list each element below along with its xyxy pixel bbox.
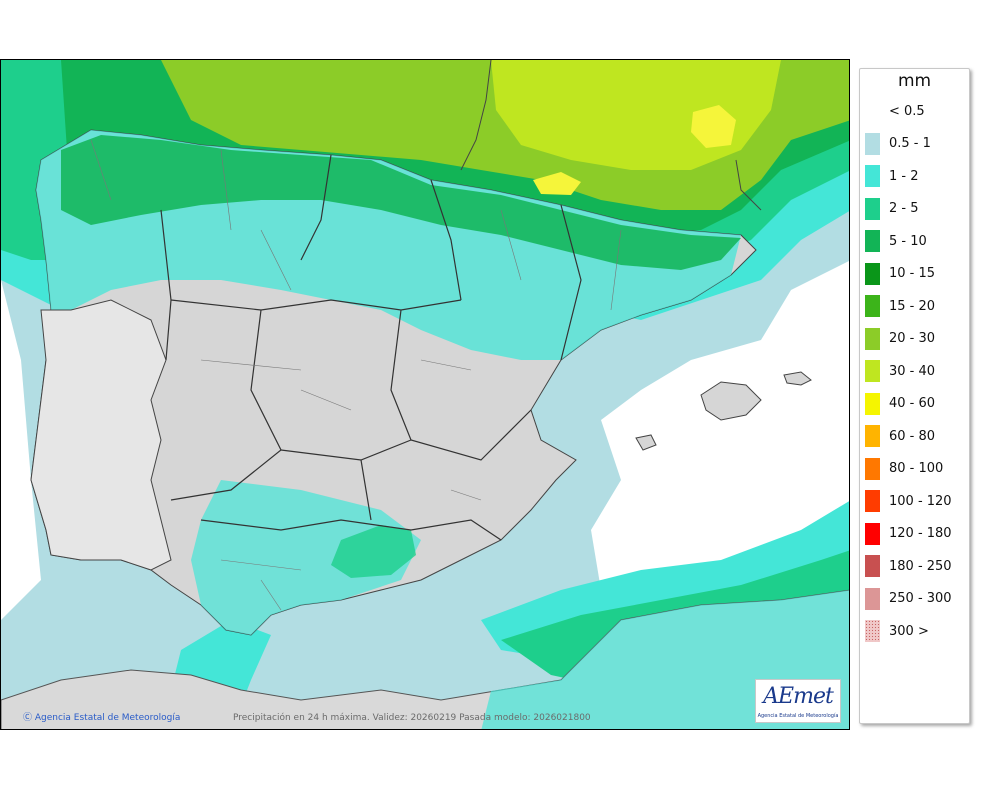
legend-item: 30 - 40: [860, 355, 969, 388]
legend-swatch: [865, 230, 880, 253]
legend-label: 120 - 180: [889, 526, 952, 542]
legend-item: 10 - 15: [860, 258, 969, 291]
legend-item: 5 - 10: [860, 225, 969, 258]
legend-swatch: [865, 165, 880, 188]
legend-item: 15 - 20: [860, 290, 969, 323]
legend-label: 2 - 5: [889, 201, 919, 217]
legend-label: 180 - 250: [889, 558, 952, 574]
legend-unit: mm: [897, 71, 932, 91]
legend-item: 40 - 60: [860, 388, 969, 421]
legend-item: 250 - 300: [860, 583, 969, 616]
forecast-info-text: Precipitación en 24 h máxima. Validez: 2…: [233, 713, 591, 723]
legend-label: 0.5 - 1: [889, 136, 931, 152]
legend-swatch: [865, 100, 880, 122]
legend-item: 100 - 120: [860, 485, 969, 518]
legend-swatch: [865, 327, 880, 350]
land-precip-granada: [331, 525, 416, 578]
legend-swatch: [865, 132, 880, 155]
legend-label: 100 - 120: [889, 493, 952, 509]
legend-item: 2 - 5: [860, 193, 969, 226]
ibiza: [635, 434, 657, 451]
legend-label: 60 - 80: [889, 428, 936, 444]
legend-label: 30 - 40: [889, 363, 936, 379]
precip-area-40-60-b: [533, 172, 581, 195]
copyright-icon: Ⓒ: [23, 713, 35, 723]
legend-label: 10 - 15: [889, 266, 936, 282]
precipitation-legend: mm < 0.5 0.5 - 1 1 - 2 2 - 5 5 - 10 10 - 15 15…: [859, 68, 970, 724]
legend-swatch: [865, 555, 880, 578]
legend-swatch: [865, 620, 880, 643]
legend-label: 250 - 300: [889, 591, 952, 607]
legend-label: 40 - 60: [889, 396, 936, 412]
legend-item: 0.5 - 1: [860, 128, 969, 161]
legend-swatch: [865, 522, 880, 545]
legend-list: < 0.5 0.5 - 1 1 - 2 2 - 5 5 - 10 10 - 15 15 - …: [860, 95, 969, 648]
legend-item: 300 >: [860, 615, 969, 648]
legend-swatch: [865, 360, 880, 383]
land-precip-central: [191, 480, 421, 635]
legend-item: 1 - 2: [860, 160, 969, 193]
legend-label: 20 - 30: [889, 331, 936, 347]
legend-item: 120 - 180: [860, 518, 969, 551]
legend-item: 20 - 30: [860, 323, 969, 356]
legend-item: < 0.5: [860, 95, 969, 128]
legend-swatch: [865, 295, 880, 318]
legend-swatch: [865, 425, 880, 448]
legend-label: 80 - 100: [889, 461, 944, 477]
legend-swatch: [865, 490, 880, 513]
menorca: [783, 371, 812, 386]
portugal: [30, 299, 172, 571]
precip-area-40-60-a: [691, 105, 736, 148]
mallorca: [700, 381, 762, 421]
legend-item: 180 - 250: [860, 550, 969, 583]
land-precip-green-band: [61, 135, 741, 270]
region-borders: [160, 154, 582, 541]
legend-swatch: [865, 262, 880, 285]
legend-label: 1 - 2: [889, 168, 919, 184]
legend-swatch: [865, 587, 880, 610]
province-borders: [90, 139, 622, 611]
legend-label: 5 - 10: [889, 233, 927, 249]
legend-item: 80 - 100: [860, 453, 969, 486]
aemet-logo: AEmet Agencia Estatal de Meteorología: [755, 679, 841, 723]
precipitation-map: Ⓒ Agencia Estatal de Meteorología Precip…: [0, 59, 850, 730]
map-canvas: [1, 60, 849, 729]
legend-label: 300 >: [889, 623, 929, 639]
legend-swatch: [865, 457, 880, 480]
legend-label: 15 - 20: [889, 298, 936, 314]
aemet-logo-subtitle: Agencia Estatal de Meteorología: [757, 713, 839, 719]
legend-swatch: [865, 392, 880, 415]
legend-swatch: [865, 197, 880, 220]
credit-text: Ⓒ Agencia Estatal de Meteorología: [23, 713, 181, 723]
aemet-logo-text: AEmet: [763, 684, 834, 709]
legend-item: 60 - 80: [860, 420, 969, 453]
france: [460, 60, 762, 211]
legend-label: < 0.5: [889, 103, 925, 119]
